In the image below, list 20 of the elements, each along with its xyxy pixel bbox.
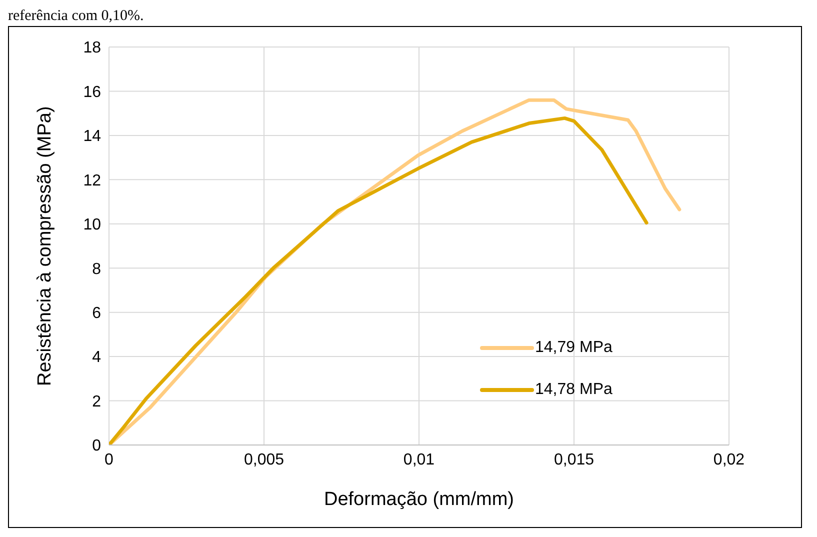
x-tick-label: 0 [104,451,114,468]
x-tick-label: 0,02 [713,451,745,468]
legend-label: 14,78 MPa [535,381,612,399]
x-tick-label: 0,01 [403,451,435,468]
x-tick-label: 0,015 [554,451,594,468]
y-tick-label: 18 [83,40,102,57]
y-tick-label: 14 [83,128,102,146]
y-tick-label: 8 [92,260,102,278]
y-tick-label: 16 [83,84,102,101]
x-axis-title: Deformação (mm/mm) [324,489,514,510]
y-axis-title: Resistência à compressão (MPa) [34,106,56,386]
legend-label: 14,79 MPa [535,339,612,357]
y-tick-label: 10 [83,216,102,234]
x-tick-label: 0,005 [244,451,284,468]
y-tick-label: 12 [83,172,102,190]
y-tick-label: 4 [92,349,102,366]
y-tick-label: 0 [92,438,102,455]
y-tick-label: 6 [92,305,102,322]
text: referência com 0,10%. [8,8,145,26]
y-tick-label: 2 [92,393,102,410]
